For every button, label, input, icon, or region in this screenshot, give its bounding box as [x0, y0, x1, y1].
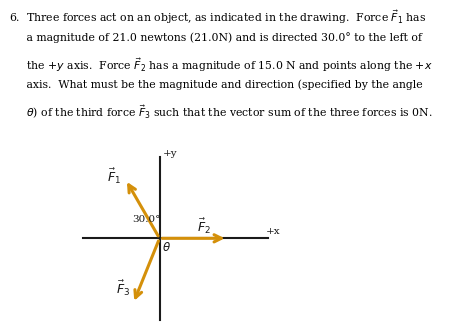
Text: $\vec{F}_1$: $\vec{F}_1$ [107, 166, 120, 186]
Text: +x: +x [266, 227, 281, 236]
Text: $\vec{F}_2$: $\vec{F}_2$ [197, 217, 211, 236]
Text: 30.0°: 30.0° [132, 215, 161, 224]
Text: axis.  What must be the magnitude and direction (specified by the angle: axis. What must be the magnitude and dir… [9, 80, 423, 90]
Text: 6.  Three forces act on an object, as indicated in the drawing.  Force $\vec{F}_: 6. Three forces act on an object, as ind… [9, 8, 427, 26]
Text: the +$y$ axis.  Force $\vec{F}_2$ has a magnitude of 15.0 N and points along the: the +$y$ axis. Force $\vec{F}_2$ has a m… [9, 56, 433, 73]
Text: $\vec{F}_3$: $\vec{F}_3$ [116, 278, 130, 298]
Text: $\theta$) of the third force $\vec{F}_3$ such that the vector sum of the three f: $\theta$) of the third force $\vec{F}_3$… [9, 104, 433, 121]
Text: a magnitude of 21.0 newtons (21.0N) and is directed 30.0° to the left of: a magnitude of 21.0 newtons (21.0N) and … [9, 32, 422, 43]
Text: $\theta$: $\theta$ [162, 241, 171, 254]
Text: +y: +y [163, 149, 177, 158]
